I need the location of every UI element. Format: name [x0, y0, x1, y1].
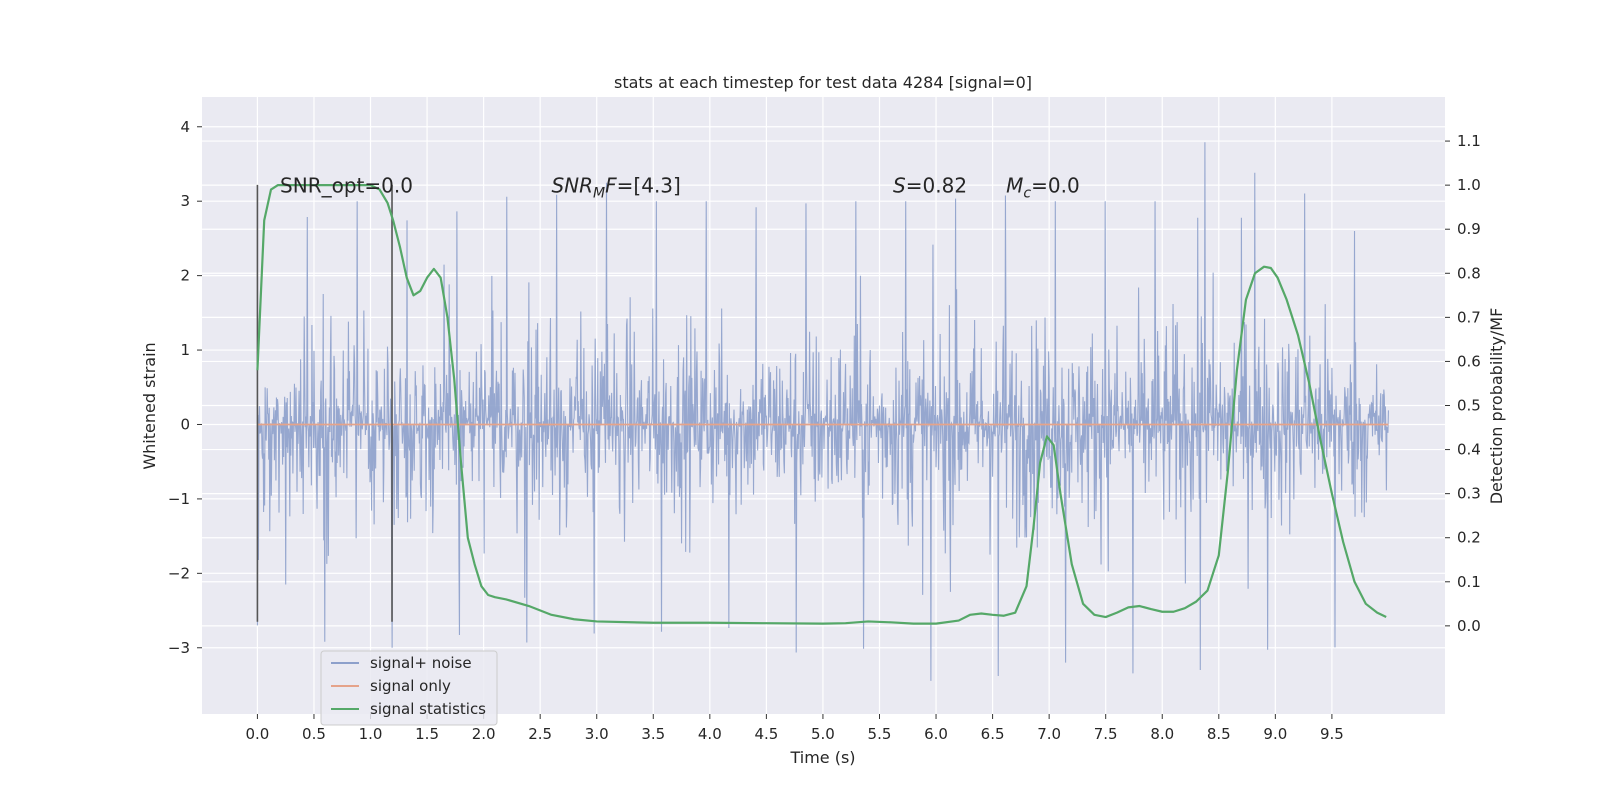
y-axis-label: Whitened strain: [140, 342, 159, 469]
y2-tick-label: 0.5: [1457, 397, 1481, 415]
x-tick-label: 5.0: [811, 725, 835, 743]
y2-tick-label: 0.3: [1457, 485, 1481, 503]
annotations: SNR_opt=0.0 SNRMF=[4.3] S=0.82 Mc=0.0: [280, 173, 1080, 201]
y2-tick-label: 0.0: [1457, 617, 1481, 635]
y2-tick-label: 0.2: [1457, 529, 1481, 547]
y-tick-label: 0: [180, 415, 190, 433]
x-tick-label: 3.0: [585, 725, 609, 743]
y2-tick-label: 0.8: [1457, 264, 1481, 282]
series-signal-statistics: [256, 184, 1387, 625]
y2-tick-label: 0.4: [1457, 441, 1481, 459]
x-tick-label: 1.5: [415, 725, 439, 743]
series-signal-noise: [256, 142, 1389, 681]
x-tick-label: 9.5: [1320, 725, 1344, 743]
x-tick-label: 4.5: [754, 725, 778, 743]
y-tick-label: −2: [168, 564, 190, 582]
legend: signal+ noise signal only signal statist…: [320, 650, 498, 726]
x-tick-label: 2.5: [528, 725, 552, 743]
y-tick-label: 1: [180, 341, 190, 359]
y2-tick-label: 0.1: [1457, 573, 1481, 591]
y-tick-label: −1: [168, 490, 190, 508]
axes: 0.0 0.5 1.0 1.5 2.0 2.5 3.0 3.5 4.0 4.5 5.0 5.5 6.0 6…: [168, 118, 1481, 743]
y-tick-label: −3: [168, 639, 190, 657]
y2-tick-label: 1.0: [1457, 176, 1481, 194]
annotation-mc: Mc=0.0: [1006, 173, 1080, 201]
x-tick-label: 0.0: [245, 725, 269, 743]
x-axis-label: Time (s): [789, 748, 855, 767]
y2-axis-label: Detection probability/MF: [1487, 308, 1506, 505]
y-tick-label: 3: [180, 192, 190, 210]
annotation-snr-mf: SNRMF=[4.3]: [551, 173, 680, 201]
x-tick-label: 7.5: [1094, 725, 1118, 743]
legend-box: [320, 650, 498, 726]
x-tick-label: 4.0: [698, 725, 722, 743]
x-tick-label: 6.5: [981, 725, 1005, 743]
y-tick-label: 2: [180, 267, 190, 285]
grid: [202, 97, 1445, 714]
x-tick-label: 0.5: [302, 725, 326, 743]
y2-tick-label: 0.7: [1457, 308, 1481, 326]
x-tick-label: 7.0: [1037, 725, 1061, 743]
y2-tick-label: 0.6: [1457, 352, 1481, 370]
x-tick-label: 1.0: [359, 725, 383, 743]
legend-label-signal-noise: signal+ noise: [370, 654, 472, 672]
x-tick-label: 3.5: [641, 725, 665, 743]
x-tick-label: 8.0: [1150, 725, 1174, 743]
x-tick-label: 5.5: [868, 725, 892, 743]
legend-label-signal-only: signal only: [370, 677, 451, 695]
y-tick-label: 4: [180, 118, 190, 136]
data-layer: [256, 142, 1389, 681]
annotation-s: S=0.82: [893, 173, 967, 197]
x-tick-label: 9.0: [1263, 725, 1287, 743]
legend-label-signal-statistics: signal statistics: [370, 700, 486, 718]
x-tick-label: 8.5: [1207, 725, 1231, 743]
x-tick-label: 2.0: [472, 725, 496, 743]
y2-tick-label: 1.1: [1457, 132, 1481, 150]
y2-tick-label: 0.9: [1457, 220, 1481, 238]
x-tick-label: 6.0: [924, 725, 948, 743]
annotation-snr-opt: SNR_opt=0.0: [280, 173, 413, 197]
chart-title: stats at each timestep for test data 428…: [614, 73, 1032, 92]
